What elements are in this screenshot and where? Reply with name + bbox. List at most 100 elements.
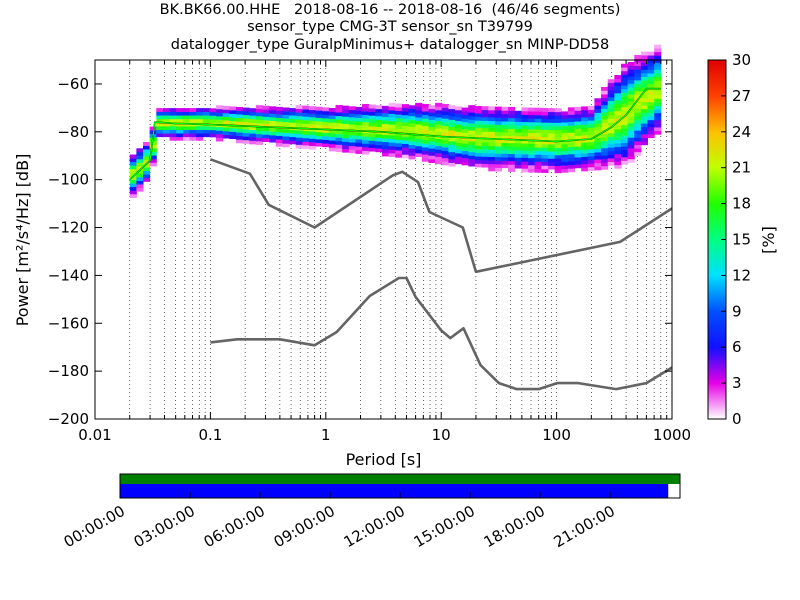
density-cell <box>501 110 509 115</box>
density-cell <box>601 155 609 160</box>
density-cell <box>308 142 317 147</box>
density-cell <box>607 97 615 102</box>
density-cell <box>587 113 595 118</box>
density-cell <box>388 149 396 154</box>
density-cell <box>534 143 542 148</box>
density-cell <box>289 122 297 127</box>
density-cell <box>647 69 655 74</box>
density-cell <box>182 129 190 134</box>
density-cell <box>607 89 615 94</box>
density-cell <box>534 154 542 159</box>
density-cell <box>428 148 436 153</box>
density-cell <box>441 136 449 141</box>
density-cell <box>541 107 549 112</box>
density-cell <box>547 165 556 170</box>
density-cell <box>561 111 569 116</box>
density-cell <box>348 142 356 147</box>
density-cell <box>315 124 323 129</box>
density-cell <box>528 168 536 173</box>
density-cell <box>441 154 449 159</box>
density-cell <box>455 156 463 161</box>
time-tick-label: 12:00:00 <box>341 502 408 551</box>
density-cell <box>514 161 522 165</box>
density-cell <box>455 149 463 154</box>
density-cell <box>315 135 323 140</box>
time-tick-label: 00:00:00 <box>61 502 128 551</box>
density-cell <box>408 151 416 156</box>
density-cell <box>441 132 449 137</box>
density-cell <box>401 129 410 134</box>
density-cell <box>614 128 622 133</box>
density-cell <box>474 131 483 136</box>
density-cell <box>156 118 164 123</box>
density-cell <box>474 113 483 118</box>
density-cell <box>561 125 569 130</box>
density-cell <box>322 143 330 148</box>
density-cell <box>607 154 615 159</box>
density-cell <box>136 173 144 178</box>
density-cell <box>607 115 615 119</box>
density-cell <box>368 115 376 120</box>
colorbar-tick-label: 24 <box>732 123 751 141</box>
density-cell <box>328 118 337 123</box>
density-cell <box>468 148 476 153</box>
density-cell <box>461 111 469 116</box>
density-cell <box>534 111 542 116</box>
density-cell <box>342 148 350 153</box>
density-cell <box>601 165 609 170</box>
density-cell <box>162 129 171 134</box>
density-cell <box>262 134 270 139</box>
density-cell <box>282 107 290 112</box>
density-cell <box>647 51 655 56</box>
density-cell <box>508 135 516 140</box>
density-cell <box>620 88 629 93</box>
density-cell <box>342 134 350 139</box>
density-cell <box>368 133 376 138</box>
density-cell <box>275 110 283 115</box>
density-cell <box>302 119 310 124</box>
density-cell <box>501 128 509 133</box>
density-cell <box>295 119 303 124</box>
density-cell <box>295 133 303 138</box>
density-cell <box>289 118 297 123</box>
chart-title-line-3: datalogger_type GuralpMinimus+ datalogge… <box>170 37 610 53</box>
density-cell <box>547 111 556 116</box>
density-cell <box>216 130 224 135</box>
density-cell <box>269 131 277 136</box>
chart-title-line-1: BK.BK66.00.HHE 2018-08-16 -- 2018-08-16 … <box>159 2 621 18</box>
density-cell <box>567 107 576 112</box>
density-cell <box>295 115 303 120</box>
density-cell <box>567 121 576 126</box>
density-cell <box>408 126 416 131</box>
density-cell <box>594 123 602 128</box>
density-cell <box>654 62 662 67</box>
density-cell <box>342 120 350 124</box>
chart-title-line-2: sensor_type CMG-3T sensor_sn T39799 <box>247 19 533 35</box>
density-cell <box>448 119 456 124</box>
density-cell <box>561 158 569 162</box>
density-cell <box>129 194 137 198</box>
density-cell <box>255 141 264 145</box>
density-cell <box>614 150 622 155</box>
density-cell <box>401 154 410 159</box>
density-cell <box>209 111 217 116</box>
density-cell <box>614 164 622 169</box>
density-cell <box>235 135 244 140</box>
density-cell <box>561 122 569 127</box>
density-cell <box>514 121 522 126</box>
density-cell <box>143 156 151 161</box>
density-cell <box>654 116 662 121</box>
density-cell <box>275 121 283 126</box>
density-cell <box>441 104 449 108</box>
colorbar-tick-label: 18 <box>732 195 751 213</box>
density-cell <box>368 122 376 127</box>
time-tick-label: 18:00:00 <box>481 502 548 551</box>
density-cell <box>567 150 576 155</box>
density-cell <box>488 149 496 154</box>
density-cell <box>328 147 337 152</box>
density-cell <box>634 83 642 88</box>
density-cell <box>441 157 449 162</box>
density-cell <box>627 155 635 160</box>
density-cell <box>594 166 602 171</box>
density-cell <box>501 113 509 118</box>
